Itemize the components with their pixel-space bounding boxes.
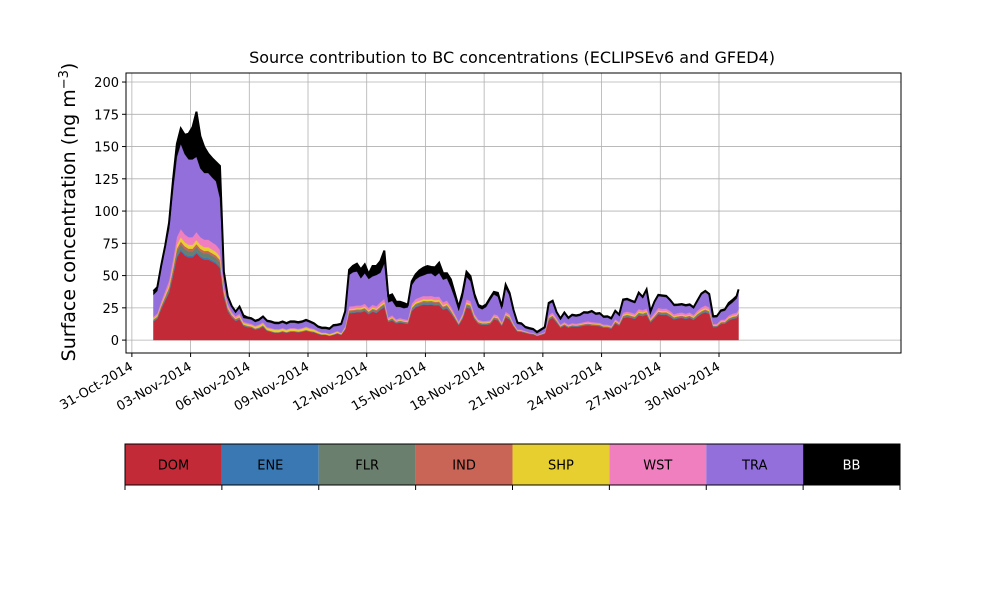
y-tick-label: 100 bbox=[94, 205, 119, 220]
y-tick-label: 150 bbox=[94, 141, 119, 156]
y-axis-label-close: ) bbox=[58, 63, 80, 70]
chart-title: Source contribution to BC concentrations… bbox=[249, 48, 775, 67]
y-tick-label: 75 bbox=[102, 237, 119, 252]
y-tick-label: 50 bbox=[102, 270, 119, 285]
y-tick-label: 0 bbox=[111, 334, 119, 349]
total-outline bbox=[152, 111, 740, 334]
legend-swatch-flr bbox=[318, 444, 416, 485]
legend-label-bb: BB bbox=[843, 459, 861, 474]
legend-swatch-wst bbox=[609, 444, 707, 485]
legend-label-ene: ENE bbox=[257, 459, 283, 474]
y-tick-label: 200 bbox=[94, 76, 119, 91]
legend-swatch-bb bbox=[803, 444, 900, 485]
y-axis-label: Surface concentration (ng m−3) bbox=[57, 63, 80, 362]
legend-frame bbox=[124, 443, 901, 486]
legend-swatch-shp bbox=[512, 444, 610, 485]
y-axis-label-text: Surface concentration (ng m bbox=[58, 89, 80, 361]
y-tick-label: 125 bbox=[94, 173, 119, 188]
legend-swatch-ind bbox=[415, 444, 513, 485]
y-tick-label: 175 bbox=[94, 108, 119, 123]
legend-swatch-tra bbox=[706, 444, 804, 485]
legend-label-dom: DOM bbox=[158, 459, 189, 474]
legend-label-wst: WST bbox=[643, 459, 672, 474]
plot-frame bbox=[125, 72, 902, 354]
stacked-areas bbox=[153, 111, 739, 341]
total-line bbox=[152, 111, 740, 334]
legend-label-ind: IND bbox=[452, 459, 476, 474]
legend-label-shp: SHP bbox=[548, 459, 574, 474]
y-axis: 0 25 50 75 100 125 150 175 200 bbox=[94, 76, 126, 349]
y-tick-label: 25 bbox=[102, 302, 119, 317]
legend-swatch-ene bbox=[221, 444, 319, 485]
y-axis-label-exponent: −3 bbox=[57, 70, 72, 89]
legend-label-flr: FLR bbox=[355, 459, 379, 474]
legend: DOM ENE FLR IND SHP WST TRA BB bbox=[124, 443, 901, 490]
legend-label-tra: TRA bbox=[741, 459, 767, 474]
x-axis: 31-Oct-201403-Nov-201406-Nov-201409-Nov-… bbox=[57, 353, 723, 414]
legend-swatch-dom bbox=[125, 444, 222, 485]
